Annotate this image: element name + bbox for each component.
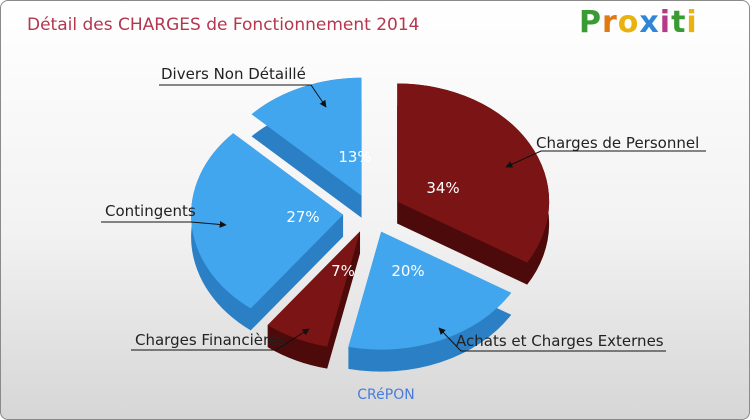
slice-category-label: Contingents bbox=[105, 202, 196, 220]
slice-category-label: Achats et Charges Externes bbox=[456, 332, 664, 350]
logo-letter: i bbox=[686, 5, 698, 40]
slice-percent-label: 34% bbox=[426, 179, 459, 197]
logo-letter: o bbox=[617, 5, 640, 40]
logo-letter: P bbox=[579, 5, 602, 40]
proxiti-logo: Proxiti bbox=[579, 5, 698, 40]
slice-percent-label: 13% bbox=[338, 148, 371, 166]
logo-letter: x bbox=[639, 5, 660, 40]
logo-letter: i bbox=[659, 5, 672, 40]
slice-category-label: Divers Non Détaillé bbox=[161, 65, 306, 83]
slice-category-label: Charges de Personnel bbox=[536, 134, 699, 152]
pie-slice bbox=[397, 83, 550, 263]
logo-letter: r bbox=[602, 5, 618, 40]
pie-slice bbox=[251, 77, 362, 196]
legend-leader-line bbox=[101, 220, 227, 228]
legend-leader-line bbox=[438, 327, 666, 352]
slice-percent-label: 20% bbox=[391, 262, 424, 280]
slice-percent-label: 7% bbox=[331, 262, 355, 280]
pie-slice bbox=[348, 231, 512, 350]
chart-title: Détail des CHARGES de Fonctionnement 201… bbox=[27, 15, 420, 35]
legend-leader-line bbox=[159, 84, 327, 108]
pie-slice bbox=[191, 133, 344, 309]
commune-label: CRéPON bbox=[357, 387, 414, 403]
legend-leader-line bbox=[131, 328, 310, 351]
pie-slice bbox=[267, 231, 361, 347]
logo-letter: t bbox=[671, 5, 687, 40]
legend-leader-line bbox=[505, 150, 706, 168]
slice-category-label: Charges Financières bbox=[135, 331, 286, 349]
slice-percent-label: 27% bbox=[286, 208, 319, 226]
